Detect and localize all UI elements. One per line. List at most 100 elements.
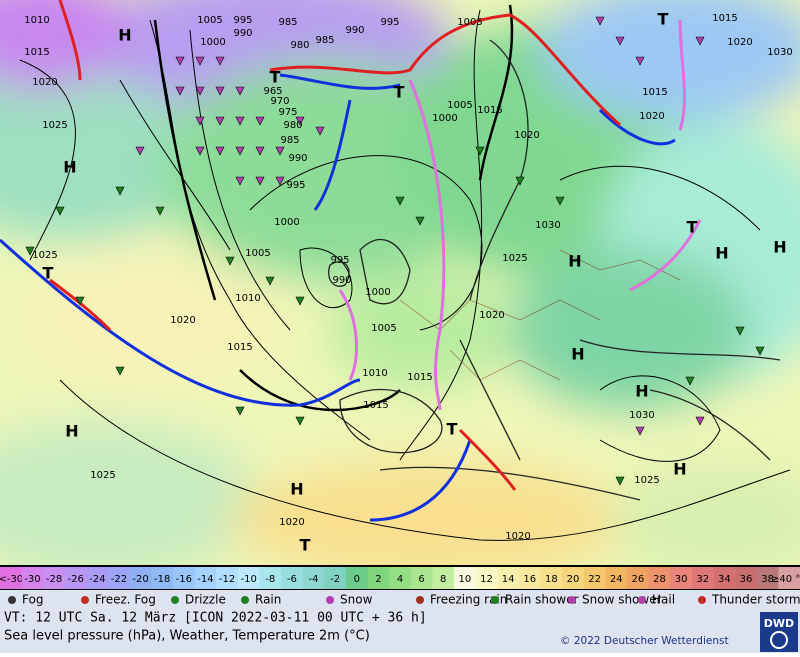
pressure-label: 1015 — [24, 47, 49, 58]
pressure-label: 980 — [290, 40, 309, 51]
scale-cell — [367, 567, 390, 589]
legend-icon — [491, 596, 499, 604]
pressure-center: H — [635, 382, 648, 401]
legend-icon — [638, 596, 646, 604]
scale-label: 8 — [440, 574, 446, 585]
pressure-label: 1000 — [200, 37, 225, 48]
legend-label: Thunder storm — [711, 593, 800, 607]
scale-label: -8 — [265, 574, 275, 585]
legend-icon — [416, 596, 424, 604]
pressure-center: T — [43, 264, 54, 283]
scale-cell — [454, 567, 477, 589]
scale-label: -24 — [89, 574, 105, 585]
pressure-label: 1010 — [235, 293, 260, 304]
weather-symbol — [25, 246, 35, 256]
scale-cell — [540, 567, 563, 589]
logo-swirl — [770, 631, 788, 649]
scale-cell — [108, 567, 131, 589]
scale-cell — [627, 567, 650, 589]
pressure-center: H — [568, 252, 581, 271]
scale-cell — [432, 567, 455, 589]
weather-symbol — [215, 146, 225, 156]
scale-cell — [151, 567, 174, 589]
scale-cell — [756, 567, 779, 589]
weather-symbol — [555, 196, 565, 206]
legend-icon — [326, 596, 334, 604]
pressure-label: 1020 — [727, 37, 752, 48]
scale-cell — [43, 567, 66, 589]
pressure-label: 995 — [233, 15, 252, 26]
weather-symbol — [275, 176, 285, 186]
pressure-label: 1005 — [371, 323, 396, 334]
weather-symbol — [255, 176, 265, 186]
scale-label: <-30 — [0, 574, 23, 585]
pressure-label: 1015 — [407, 372, 432, 383]
pressure-label: 1020 — [32, 77, 57, 88]
scale-label: 4 — [397, 574, 403, 585]
pressure-label: 1005 — [457, 17, 482, 28]
pressure-label: 1015 — [227, 342, 252, 353]
pressure-center: T — [300, 536, 311, 555]
scale-label: -2 — [330, 574, 340, 585]
weather-symbol — [595, 16, 605, 26]
weather-symbol — [225, 256, 235, 266]
description: Sea level pressure (hPa), Weather, Tempe… — [4, 629, 370, 644]
scale-cell — [713, 567, 736, 589]
scale-label: 22 — [588, 574, 601, 585]
pressure-label: 1020 — [170, 315, 195, 326]
legend-label: Fog — [22, 593, 43, 607]
pressure-label: 1005 — [197, 15, 222, 26]
weather-symbol — [735, 326, 745, 336]
legend-label: Rain shower — [505, 593, 579, 607]
weather-symbol — [395, 196, 405, 206]
legend-icon — [81, 596, 89, 604]
weather-symbol — [135, 146, 145, 156]
pressure-label: 1015 — [642, 87, 667, 98]
scale-cell — [475, 567, 498, 589]
pressure-center: H — [773, 238, 786, 257]
pressure-label: 1020 — [514, 130, 539, 141]
scale-cell — [670, 567, 693, 589]
weather-symbol — [275, 146, 285, 156]
scale-cell — [389, 567, 412, 589]
weather-symbol — [755, 346, 765, 356]
scale-cell — [691, 567, 715, 589]
weather-symbol — [415, 216, 425, 226]
legend-icon — [8, 596, 16, 604]
logo: DWD — [764, 617, 794, 630]
scale-label: 36 — [740, 574, 753, 585]
pressure-label: 990 — [332, 275, 351, 286]
weather-symbol — [195, 56, 205, 66]
pressure-label: 1020 — [639, 111, 664, 122]
scale-label: 14 — [502, 574, 515, 585]
pressure-label: 1030 — [535, 220, 560, 231]
pressure-label: 1025 — [90, 470, 115, 481]
scale-cell — [324, 567, 347, 589]
weather-symbol — [235, 116, 245, 126]
weather-symbol — [295, 296, 305, 306]
scale-cell — [648, 567, 671, 589]
scale-cell — [259, 567, 282, 589]
weather-symbol — [255, 116, 265, 126]
scale-label: 28 — [653, 574, 666, 585]
scale-cell — [778, 567, 800, 589]
legend-label: Snow shower — [582, 593, 662, 607]
valid-time: VT: 12 UTC Sa. 12 März [ICON 2022-03-11 … — [4, 611, 427, 626]
legend-icon — [568, 596, 576, 604]
pressure-label: 1005 — [447, 100, 472, 111]
pressure-label: 980 — [283, 120, 302, 131]
weather-symbol — [195, 146, 205, 156]
weather-symbols — [25, 16, 765, 486]
scale-cell — [562, 567, 585, 589]
legend-label: Freez. Fog — [95, 593, 156, 607]
scale-label: -12 — [219, 574, 235, 585]
scale-label: ≥40 °C — [771, 574, 800, 585]
scale-label: -28 — [46, 574, 62, 585]
pressure-label: 1000 — [365, 287, 390, 298]
scale-label: -16 — [176, 574, 192, 585]
scale-cell — [497, 567, 520, 589]
pressure-center: H — [673, 460, 686, 479]
legend-label: Drizzle — [185, 593, 226, 607]
